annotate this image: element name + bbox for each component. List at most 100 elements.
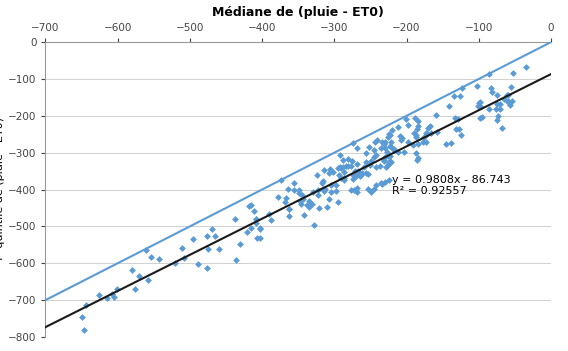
Point	[444, 104, 453, 109]
Point	[506, 102, 515, 108]
Point	[327, 182, 336, 188]
Point	[387, 144, 396, 150]
Point	[474, 103, 483, 109]
Point	[313, 173, 322, 178]
Point	[424, 125, 433, 131]
Point	[178, 246, 187, 251]
Point	[370, 154, 379, 160]
Point	[284, 207, 293, 212]
Point	[297, 192, 306, 198]
Point	[349, 140, 358, 145]
Point	[249, 208, 258, 214]
Y-axis label: 4ᵉ quintile de (pluie - ET0): 4ᵉ quintile de (pluie - ET0)	[0, 117, 5, 263]
Point	[329, 169, 338, 174]
Point	[355, 173, 364, 179]
Point	[381, 139, 390, 145]
Point	[128, 267, 137, 273]
Point	[341, 163, 350, 169]
Point	[413, 126, 422, 131]
Point	[422, 139, 431, 145]
Point	[380, 141, 389, 147]
Point	[454, 116, 463, 121]
Point	[298, 196, 307, 202]
Point	[456, 132, 465, 138]
Point	[337, 176, 346, 181]
Point	[395, 133, 404, 139]
Point	[475, 103, 485, 108]
Point	[372, 137, 381, 143]
Point	[412, 132, 421, 138]
Point	[324, 171, 333, 176]
Point	[207, 226, 216, 232]
Point	[432, 112, 441, 118]
Point	[335, 152, 344, 158]
Point	[289, 180, 298, 186]
Point	[478, 114, 487, 119]
Point	[451, 126, 460, 131]
Point	[347, 158, 356, 164]
Point	[485, 71, 494, 77]
Point	[305, 204, 314, 210]
Point	[362, 170, 371, 176]
Point	[211, 233, 220, 239]
Point	[355, 171, 364, 177]
Point	[396, 137, 405, 143]
Point	[488, 90, 497, 95]
Point	[320, 167, 329, 173]
Point	[475, 100, 484, 105]
Point	[358, 170, 367, 176]
Point	[371, 139, 380, 145]
Text: y = 0.9808x - 86.743
R² = 0.92557: y = 0.9808x - 86.743 R² = 0.92557	[392, 175, 511, 197]
Point	[383, 149, 392, 155]
Point	[336, 164, 345, 170]
Point	[503, 99, 512, 104]
Point	[264, 211, 273, 217]
Point	[290, 187, 299, 193]
Point	[382, 164, 391, 170]
Point	[359, 164, 368, 170]
Point	[425, 123, 435, 128]
Point	[109, 294, 118, 299]
Point	[294, 190, 303, 196]
Point	[338, 164, 347, 170]
Point	[376, 145, 385, 151]
Point	[521, 64, 531, 69]
Point	[386, 139, 395, 145]
Point	[344, 156, 353, 162]
Point	[385, 177, 394, 183]
Point	[414, 142, 423, 147]
Point	[346, 164, 355, 169]
Point	[255, 226, 264, 231]
Point	[419, 139, 428, 144]
Point	[414, 118, 423, 124]
Point	[302, 202, 311, 207]
Point	[383, 162, 392, 168]
Point	[491, 106, 500, 112]
Point	[411, 134, 420, 140]
Point	[503, 92, 512, 98]
Point	[413, 157, 422, 163]
Point	[506, 85, 515, 90]
Point	[492, 101, 502, 106]
Point	[393, 149, 402, 155]
Point	[107, 291, 116, 297]
Point	[310, 222, 319, 227]
Point	[362, 159, 371, 165]
Point	[499, 96, 508, 102]
Point	[410, 115, 419, 121]
Point	[81, 302, 90, 307]
Point	[324, 197, 333, 202]
Point	[383, 134, 392, 139]
Point	[296, 201, 306, 206]
Point	[245, 204, 254, 209]
Point	[507, 98, 516, 104]
Point	[339, 158, 348, 163]
Point	[385, 160, 394, 166]
Point	[307, 201, 316, 207]
Point	[364, 145, 373, 150]
Point	[134, 273, 143, 279]
Point	[337, 165, 346, 171]
Point	[427, 130, 436, 136]
Point	[295, 187, 304, 193]
Point	[371, 153, 381, 158]
